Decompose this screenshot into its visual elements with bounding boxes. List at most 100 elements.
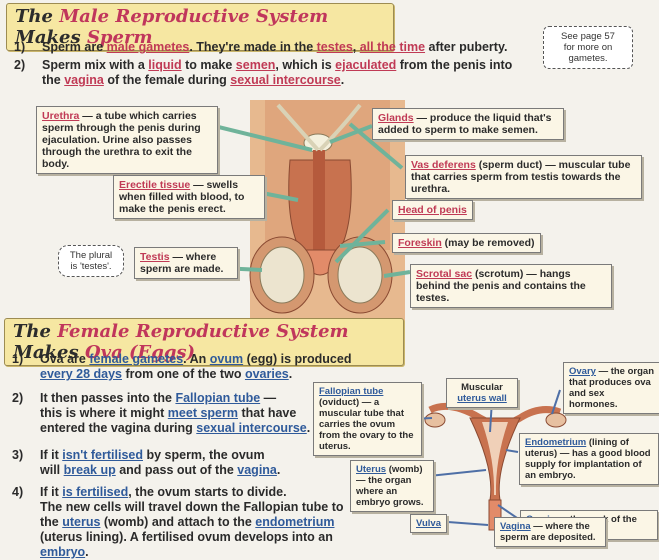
- note-line: The plural: [69, 250, 113, 261]
- text: by sperm, the ovum: [143, 448, 265, 462]
- label-head-of-penis: Head of penis: [392, 200, 473, 220]
- right-ovary: [545, 412, 567, 428]
- text: the: [42, 73, 65, 87]
- text: Sperm mix with a: [42, 58, 149, 72]
- point-text: Sperm are male gametes. They're made in …: [42, 40, 507, 55]
- point-number: 2): [14, 58, 26, 72]
- label-vas-deferens: Vas deferens (sperm duct) — muscular tub…: [405, 155, 642, 199]
- text: from one of the two: [122, 367, 245, 381]
- key-term: Testis: [140, 251, 170, 263]
- text: from the penis into: [396, 58, 513, 72]
- text: to make: [181, 58, 236, 72]
- key-term: Uterus: [356, 464, 387, 475]
- label-vagina: Vagina — where the sperm are deposited.: [494, 517, 606, 547]
- label-text: (lining of uterus) — has a good blood su…: [525, 437, 651, 481]
- label-foreskin: Foreskin (may be removed): [392, 233, 541, 253]
- title-makes: Makes: [13, 342, 79, 363]
- key-term: sexual intercourse: [230, 73, 341, 87]
- right-testis: [337, 246, 383, 304]
- text: Sperm are: [42, 40, 107, 54]
- text: (uterus lining). A fertilised ovum devel…: [40, 530, 333, 544]
- label-text: Muscular: [461, 382, 503, 393]
- label-erectile-tissue: Erectile tissue — swells when filled wit…: [113, 175, 265, 219]
- text: after puberty.: [425, 40, 508, 54]
- text: . They're made in the: [189, 40, 317, 54]
- key-term: embryo: [40, 545, 86, 559]
- key-term: Ovary: [569, 366, 596, 377]
- note-line: is 'testes'.: [70, 261, 112, 272]
- label-fallopian-tube: Fallopian tube (oviduct) — a muscular tu…: [313, 382, 422, 456]
- label-endometrium: Endometrium (lining of uterus) — has a g…: [519, 433, 659, 485]
- note-line: for more on: [563, 42, 613, 53]
- urethra-shape: [313, 150, 325, 270]
- label-text: — the organ that produces ova and sex ho…: [569, 366, 654, 410]
- point-text: If it isn't fertilised by sperm, the ovu…: [40, 448, 280, 478]
- note-line: gametes.: [568, 53, 608, 64]
- key-term: ovum: [209, 352, 244, 366]
- key-term: vagina: [64, 73, 104, 87]
- key-term: every 28 days: [40, 367, 123, 381]
- key-term: all the time: [359, 40, 426, 54]
- point-number: 1): [14, 40, 26, 54]
- label-ovary: Ovary — the organ that produces ova and …: [563, 362, 659, 414]
- key-term: Vas deferens: [411, 159, 476, 171]
- text: If it: [40, 485, 63, 499]
- text: .: [85, 545, 89, 559]
- text: ,: [352, 40, 360, 54]
- label-vulva: Vulva: [410, 514, 447, 533]
- text: .: [276, 463, 281, 477]
- key-term: male gametes: [106, 40, 190, 54]
- title-ova: Ova (Eggs): [84, 342, 196, 363]
- key-term: Fallopian tube: [175, 391, 261, 405]
- text: and pass out of the: [115, 463, 238, 477]
- title-makes: Makes: [15, 27, 81, 48]
- label-text: — produce the liquid that's added to spe…: [378, 112, 552, 136]
- text: will: [40, 463, 64, 477]
- key-term: Vulva: [416, 518, 441, 529]
- title-male-system: Male Reproductive System: [59, 6, 329, 27]
- key-term: isn't fertilised: [62, 448, 143, 462]
- text: It then passes into the: [40, 391, 176, 405]
- label-scrotal-sac: Scrotal sac (scrotum) — hangs behind the…: [410, 264, 612, 308]
- key-term: liquid: [148, 58, 182, 72]
- title-the: The: [13, 321, 51, 342]
- key-term: vagina: [237, 463, 277, 477]
- text: the: [40, 515, 63, 529]
- key-term: uterus: [62, 515, 101, 529]
- label-text: — where the sperm are deposited.: [500, 521, 596, 543]
- text: .: [340, 73, 345, 87]
- label-uterus: Uterus (womb) — the organ where an embry…: [350, 460, 434, 512]
- point-text: Ova are female gametes. An ovum (egg) is…: [40, 352, 351, 382]
- label-testis: Testis — where sperm are made.: [134, 247, 238, 279]
- key-term: Erectile tissue: [119, 179, 191, 191]
- label-glands: Glands — produce the liquid that's added…: [372, 108, 564, 140]
- text: (egg) is produced: [243, 352, 352, 366]
- text: .: [306, 421, 311, 435]
- point-number: 1): [12, 352, 24, 366]
- point-text: It then passes into the Fallopian tube —…: [40, 391, 310, 436]
- label-text: (scrotum) — hangs behind the penis and c…: [416, 268, 586, 304]
- key-term: break up: [63, 463, 116, 477]
- text: (womb) and attach to the: [100, 515, 256, 529]
- plural-note: The plural is 'testes'.: [58, 245, 124, 277]
- text: of the female during: [103, 73, 231, 87]
- key-term: female gametes: [89, 352, 184, 366]
- key-term: Vagina: [500, 521, 531, 532]
- left-ovary: [424, 412, 446, 428]
- left-testis: [259, 246, 305, 304]
- key-term: ovaries: [244, 367, 289, 381]
- key-term: Glands: [378, 112, 414, 124]
- key-term: sexual intercourse: [196, 421, 307, 435]
- female-section-title: The Female Reproductive System Makes Ova…: [4, 318, 404, 366]
- text: entered the vagina during: [40, 421, 197, 435]
- text: Ova are: [40, 352, 90, 366]
- key-term: is fertilised: [62, 485, 129, 499]
- label-text: (sperm duct) — muscular tube that carrie…: [411, 159, 631, 195]
- label-text: — swells when filled with blood, to make…: [119, 179, 245, 215]
- key-term: Urethra: [42, 110, 80, 122]
- uterus-cavity: [482, 422, 508, 495]
- point-number: 3): [12, 448, 24, 462]
- text: that have: [237, 406, 297, 420]
- key-term: Scrotal sac: [416, 268, 473, 280]
- key-term: Endometrium: [525, 437, 587, 448]
